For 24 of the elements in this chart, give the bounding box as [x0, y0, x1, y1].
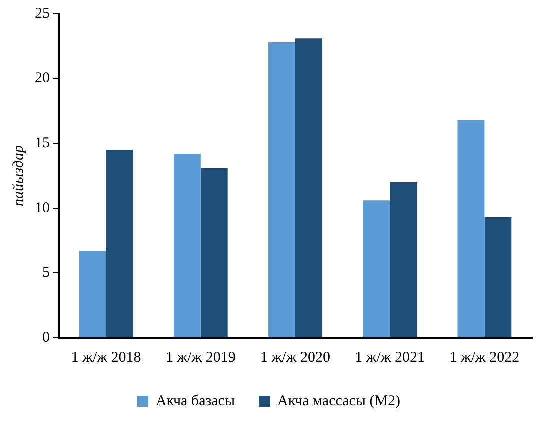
bar [484, 217, 512, 338]
bar [390, 182, 418, 338]
bar [296, 38, 322, 338]
x-tick-label: 1 ж/ж 2020 [260, 350, 330, 366]
bar [458, 120, 485, 338]
bar [174, 154, 201, 338]
x-tick-label: 1 ж/ж 2022 [450, 350, 520, 366]
bar [268, 42, 296, 338]
legend-label: Акча массасы (M2) [278, 393, 401, 410]
bar [79, 251, 106, 338]
y-tick-label: 10 [35, 200, 50, 216]
bar [200, 168, 228, 338]
y-tick-label: 25 [35, 6, 50, 22]
y-tick-label: 0 [42, 330, 50, 346]
bar [106, 150, 134, 338]
y-axis-title: пайыздар [10, 145, 27, 206]
x-tick-label: 1 ж/ж 2018 [71, 350, 142, 366]
y-tick-label: 5 [42, 265, 50, 282]
legend-label: Акча базасы [156, 393, 236, 410]
x-tick-label: 1 ж/ж 2019 [166, 350, 236, 366]
bar [363, 200, 390, 338]
y-tick-label: 20 [35, 70, 50, 87]
x-tick-label: 1 ж/ж 2021 [355, 350, 426, 366]
y-tick-label: 15 [35, 136, 50, 152]
